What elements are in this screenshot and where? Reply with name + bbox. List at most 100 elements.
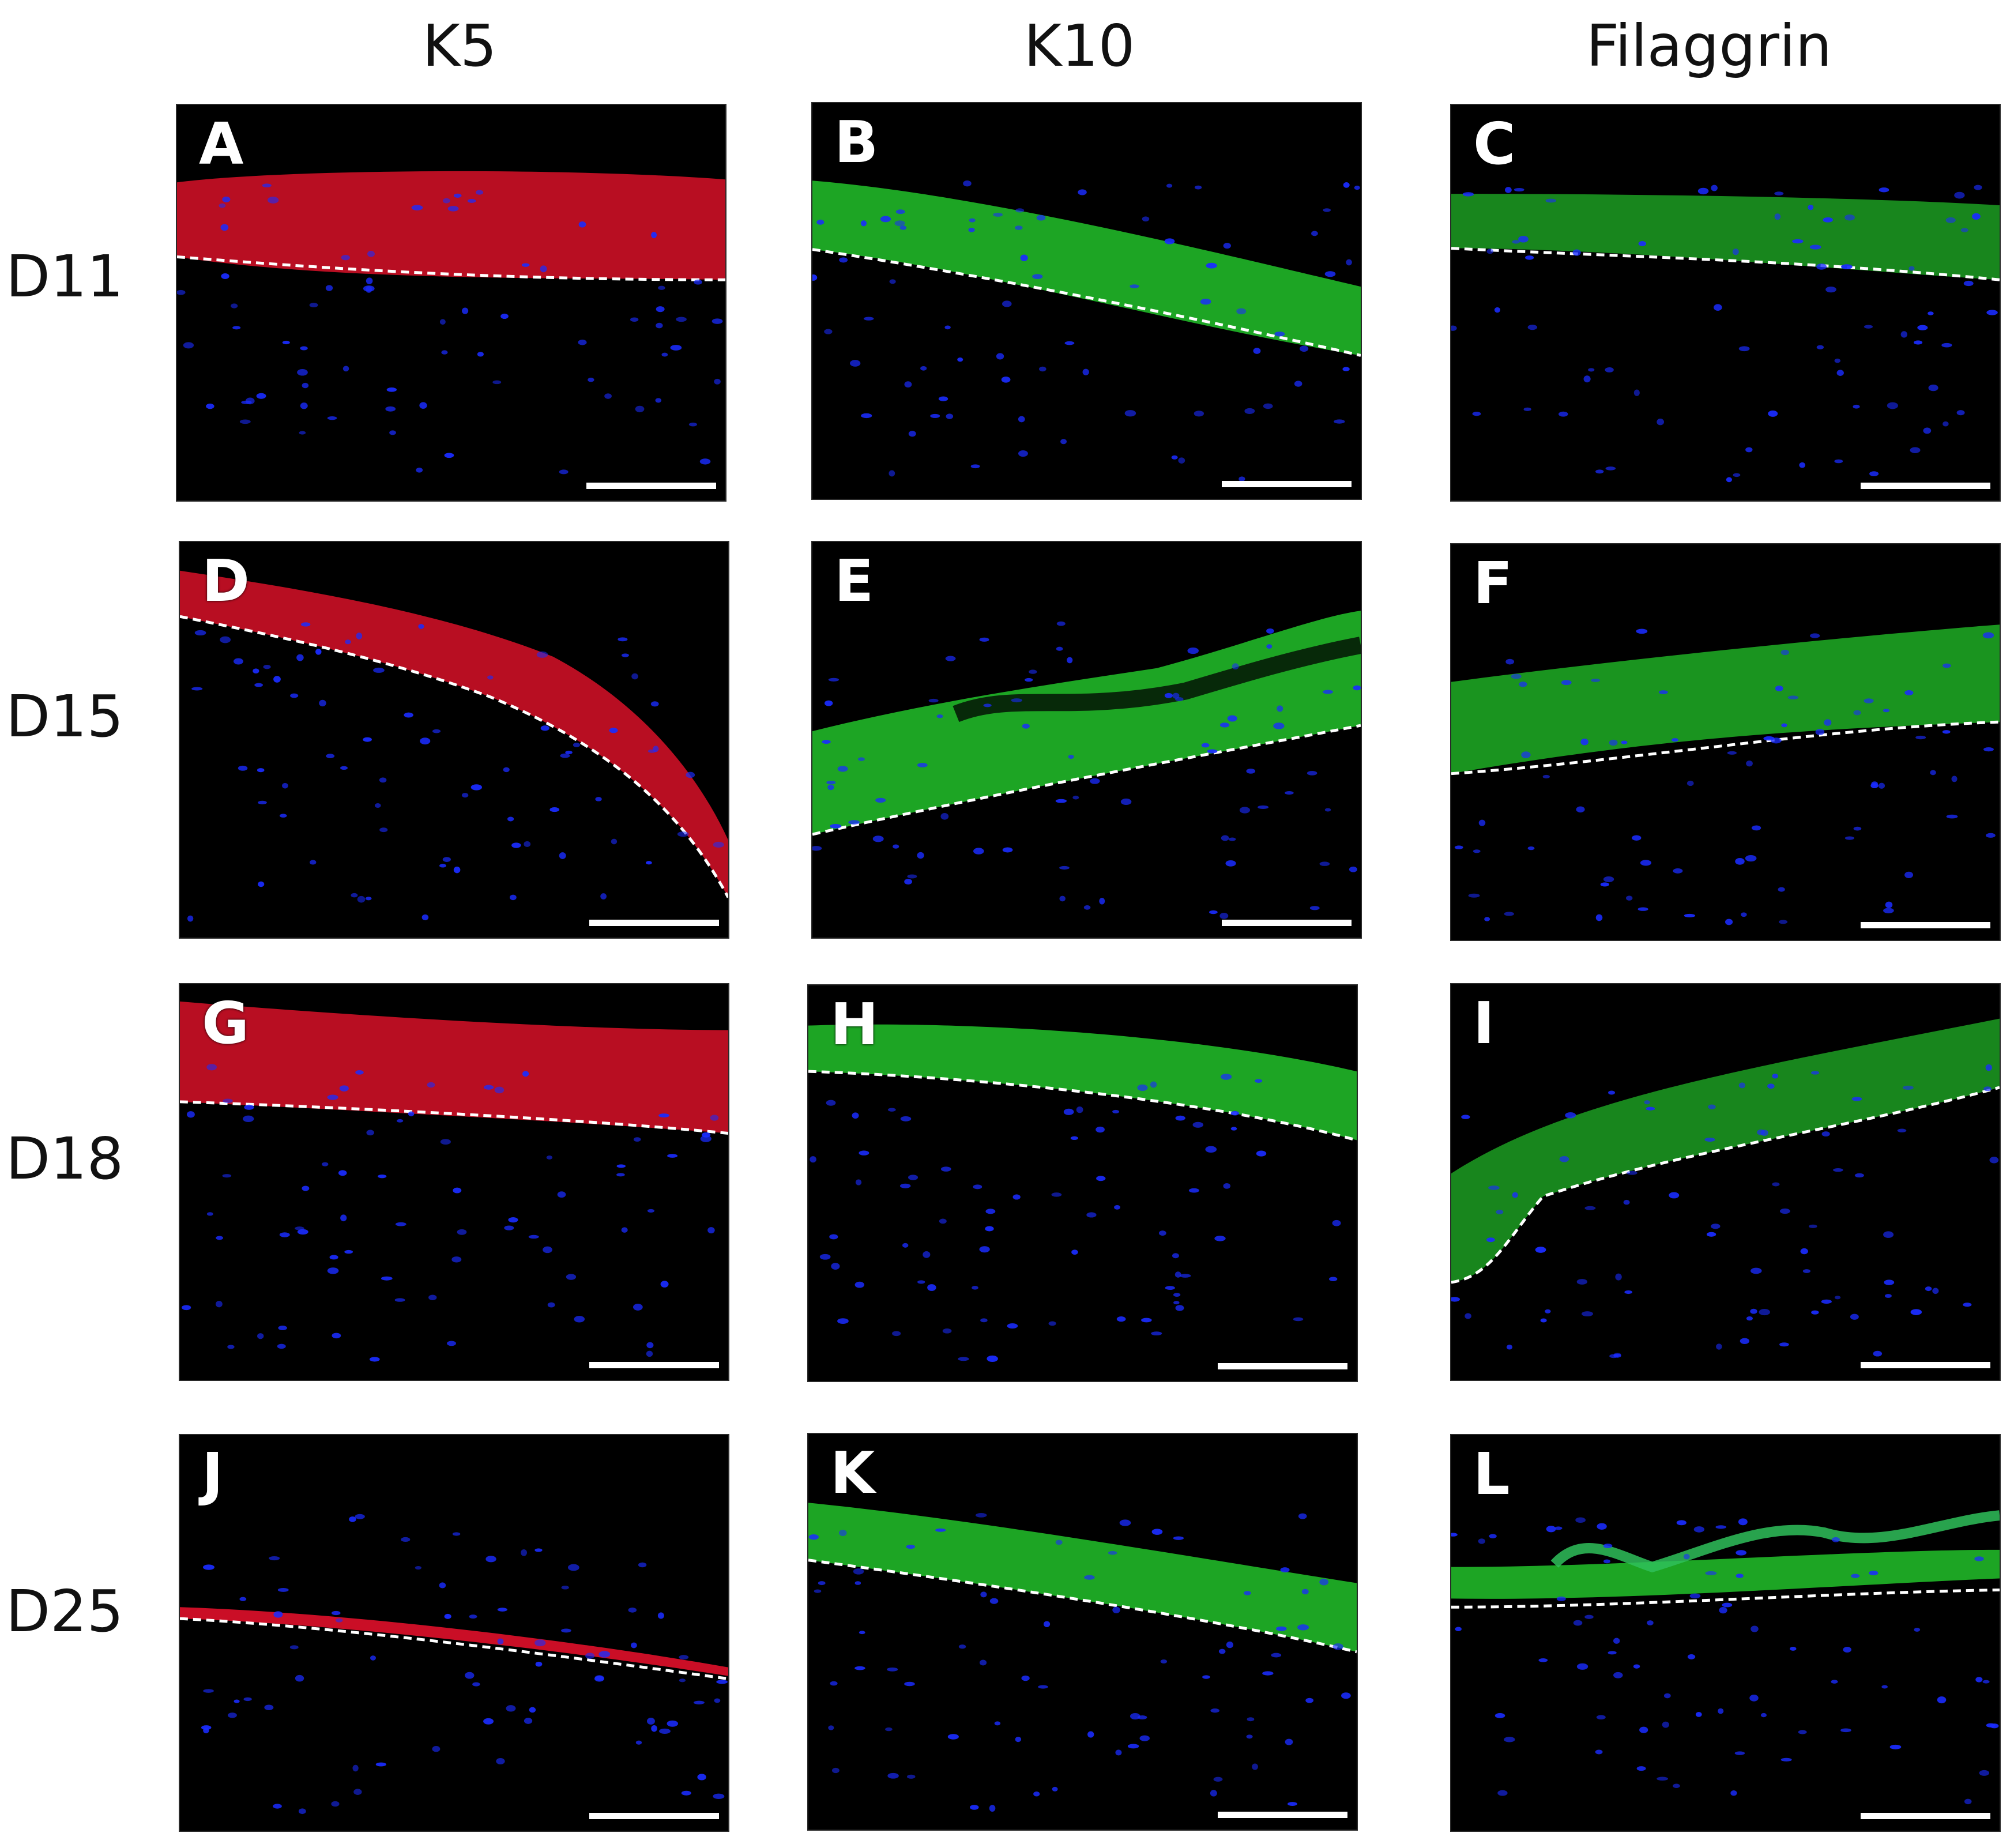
nucleus-dot (1194, 411, 1204, 417)
nucleus-dot (670, 345, 682, 351)
nucleus-dot (900, 1116, 912, 1121)
nucleus-dot (1230, 1127, 1237, 1131)
nucleus-dot (693, 1700, 705, 1704)
nucleus-dot (374, 803, 381, 808)
nucleus-dot (1051, 1192, 1062, 1197)
nucleus-dot (1238, 476, 1245, 482)
micrograph-image (177, 171, 725, 475)
nucleus-dot (1285, 791, 1294, 795)
nucleus-dot (540, 725, 549, 731)
nucleus-dot (1192, 1121, 1204, 1128)
micrograph-panel-k: K (807, 1433, 1358, 1831)
nucleus-dot (1633, 1664, 1640, 1669)
nucleus-dot (839, 257, 848, 263)
nucleus-dot (907, 874, 917, 879)
panel-letter: A (199, 110, 244, 178)
nucleus-dot (1663, 1693, 1671, 1699)
nucleus-dot (1576, 1663, 1588, 1670)
nucleus-dot (1244, 408, 1255, 414)
nucleus-dot (352, 1764, 359, 1772)
nucleus-dot (497, 1638, 504, 1644)
nucleus-dot (1915, 735, 1926, 740)
nucleus-dot (1090, 778, 1100, 784)
nucleus-dot (327, 1267, 339, 1274)
panel-letter: E (834, 547, 874, 615)
nucleus-dot (457, 1229, 467, 1235)
nucleus-dot (1505, 187, 1512, 193)
nucleus-dot (827, 784, 834, 791)
nucleus-dot (1142, 216, 1150, 222)
nucleus-dot (1060, 439, 1067, 445)
nucleus-dot (1725, 919, 1733, 925)
nucleus-dot (187, 915, 194, 922)
nucleus-dot (1983, 1086, 1992, 1092)
micrograph-image (808, 1024, 1357, 1362)
nucleus-dot (1963, 280, 1974, 287)
nucleus-dot (1621, 740, 1628, 744)
nucleus-dot (1775, 685, 1783, 691)
nucleus-dot (561, 1628, 571, 1633)
nucleus-dot (646, 1342, 654, 1349)
row-header-d11: D11 (6, 243, 124, 310)
nucleus-dot (1960, 228, 1968, 232)
nucleus-dot (1816, 263, 1827, 270)
nucleus-dot (1572, 249, 1581, 256)
nucleus-dot (1881, 1685, 1888, 1689)
nucleus-dot (699, 458, 711, 465)
nucleus-dot (650, 701, 659, 707)
nucleus-dot (1883, 709, 1890, 713)
nucleus-dot (1288, 1802, 1297, 1806)
panel-letter: K (830, 1439, 875, 1507)
nucleus-dot (1597, 1523, 1607, 1530)
nucleus-dot (440, 1139, 451, 1145)
nucleus-dot (363, 737, 372, 742)
nucleus-dot (712, 318, 723, 324)
nucleus-dot (1573, 1620, 1583, 1626)
nucleus-dot (1514, 187, 1524, 192)
nucleus-dot (453, 193, 462, 198)
nucleus-dot (534, 1639, 546, 1647)
nucleus-dot (1734, 1751, 1745, 1755)
nucleus-dot (1751, 1625, 1759, 1632)
nucleus-dot (483, 1085, 494, 1090)
nucleus-dot (421, 914, 429, 921)
nucleus-dot (1603, 1544, 1613, 1549)
nucleus-dot (889, 279, 896, 284)
nucleus-dot (297, 1229, 308, 1235)
nucleus-dot (573, 742, 580, 747)
nucleus-dot (1608, 1651, 1617, 1655)
nucleus-dot (1595, 914, 1603, 921)
nucleus-dot (507, 816, 514, 822)
nucleus-dot (980, 1591, 987, 1598)
micrograph-panel-d: D (179, 541, 729, 939)
nucleus-dot (1258, 805, 1269, 810)
nucleus-dot (1904, 690, 1914, 695)
nucleus-dot (710, 1115, 719, 1121)
nucleus-dot (203, 1564, 214, 1570)
nucleus-dot (1253, 348, 1261, 354)
nucleus-dot (656, 306, 665, 313)
nucleus-dot (1745, 855, 1757, 862)
nucleus-dot (1137, 1084, 1148, 1092)
nucleus-dot (1172, 1253, 1179, 1259)
nucleus-dot (1489, 1534, 1497, 1538)
nucleus-dot (439, 319, 446, 325)
nucleus-dot (1689, 1593, 1701, 1599)
nucleus-dot (1942, 730, 1951, 734)
nucleus-dot (578, 221, 586, 228)
nucleus-dot (657, 1612, 664, 1619)
nucleus-dot (472, 1682, 480, 1687)
nucleus-dot (814, 1589, 822, 1593)
nucleus-dot (621, 653, 629, 657)
nucleus-dot (1928, 384, 1938, 392)
nucleus-dot (1319, 1578, 1329, 1586)
nucleus-dot (828, 678, 840, 682)
nucleus-dot (1171, 455, 1178, 460)
nucleus-dot (1158, 1230, 1166, 1236)
nucleus-dot (1711, 1224, 1721, 1229)
nucleus-dot (1676, 1520, 1687, 1526)
nucleus-dot (1718, 1708, 1724, 1714)
nucleus-dot (1613, 1638, 1620, 1644)
nucleus-dot (223, 1098, 233, 1104)
nucleus-dot (367, 250, 375, 257)
